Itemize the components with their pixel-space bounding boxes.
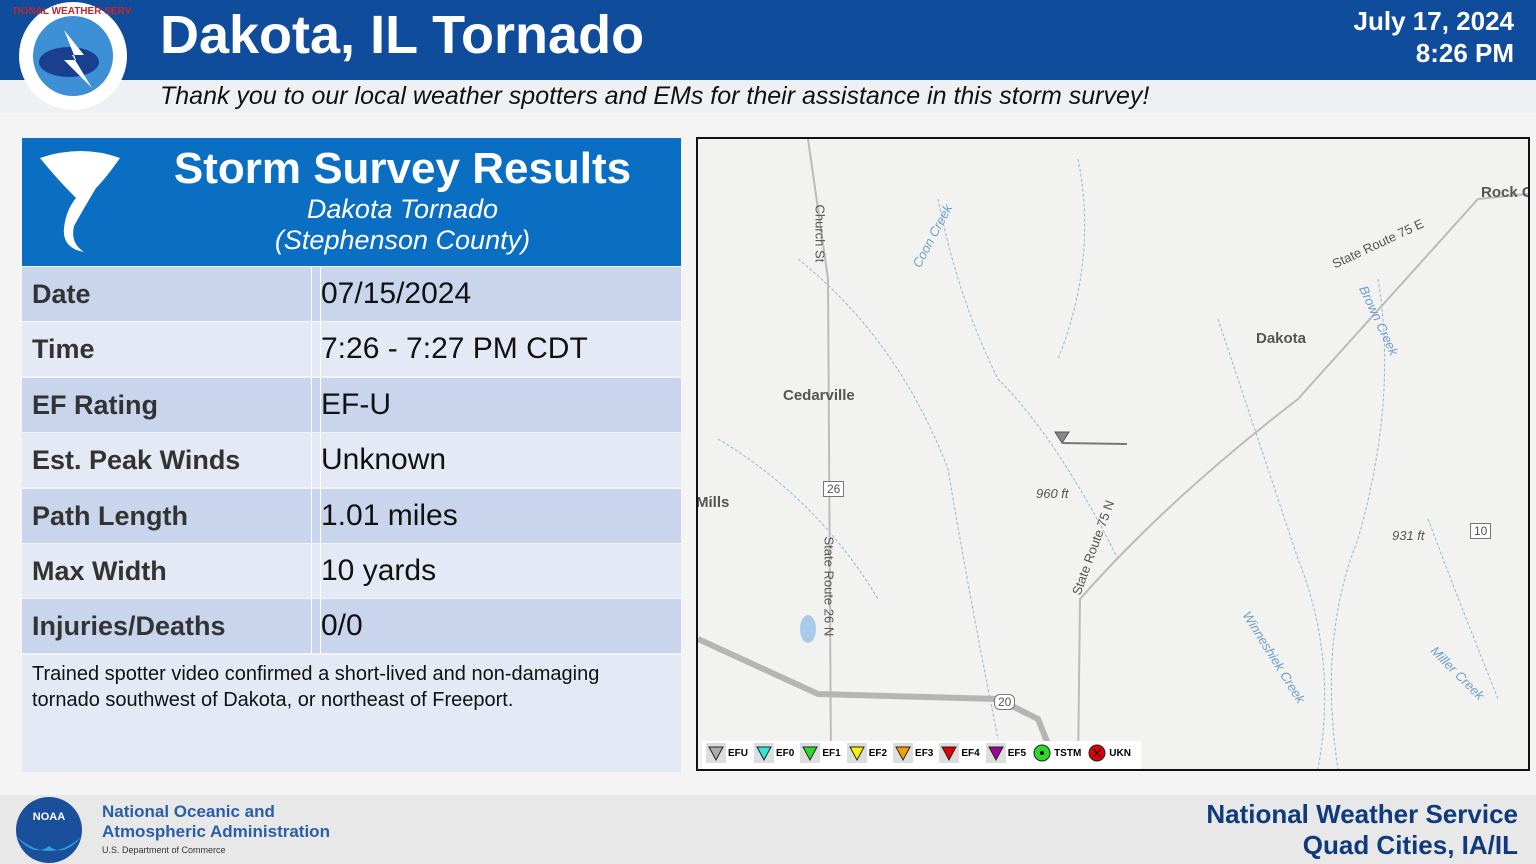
legend-label: EF2 (868, 747, 888, 759)
table-row: Path Length 1.01 miles (22, 488, 681, 543)
row-value: 10 yards (320, 544, 436, 598)
row-divider (311, 377, 312, 432)
row-value: 0/0 (320, 599, 363, 654)
map-label: State Route 26 N (821, 536, 837, 637)
subtitle-bar (0, 80, 1536, 113)
legend-label: EF5 (1007, 747, 1027, 759)
legend-label: EF1 (822, 747, 841, 759)
map-label: Rock C (1481, 184, 1530, 201)
row-divider (311, 433, 312, 488)
row-divider (311, 599, 312, 654)
description: Trained spotter video confirmed a short-… (32, 663, 600, 711)
legend-item: TSTM (1032, 743, 1081, 763)
agency: National Oceanic and Atmospheric Adminis… (102, 802, 330, 842)
legend-icon (846, 743, 867, 763)
row-value: 7:26 - 7:27 PM CDT (320, 322, 588, 377)
legend-item: EF2 (846, 743, 888, 763)
legend-icon (800, 743, 821, 763)
table-row: EF Rating EF-U (22, 377, 681, 432)
legend-label: EFU (728, 747, 748, 759)
legend-label: EF3 (915, 747, 934, 759)
table-row: Time 7:26 - 7:27 PM CDT (22, 322, 681, 377)
legend-item: EF3 (893, 743, 933, 763)
legend-item: EF1 (800, 743, 841, 763)
panel-titles: Storm Survey Results Dakota Tornado (Ste… (130, 144, 675, 256)
tornado-icon (40, 151, 120, 252)
footer (0, 795, 1536, 864)
legend-label: TSTM (1054, 747, 1082, 759)
legend-icon (706, 743, 726, 763)
row-divider (311, 488, 312, 543)
map-label: 26 (823, 481, 845, 497)
legend-item: EF0 (754, 743, 794, 763)
legend-icon (939, 743, 960, 763)
row-label: Est. Peak Winds (32, 445, 241, 476)
office-line: Quad Cities, IA/IL (1302, 830, 1518, 860)
row-label: Injuries/Deaths (32, 611, 226, 642)
legend-icon (893, 743, 914, 763)
row-value: Unknown (320, 433, 446, 488)
legend-icon (754, 743, 774, 763)
legend-item: EF5 (985, 743, 1027, 763)
map-label: 960 ft (1036, 486, 1069, 501)
table-row: Est. Peak Winds Unknown (22, 433, 681, 488)
row-label: EF Rating (32, 389, 158, 420)
legend-label: UKN (1109, 747, 1131, 759)
row-divider (311, 544, 312, 598)
table-row: Date 07/15/2024 (22, 267, 681, 321)
map-label: Cedarville (783, 387, 855, 404)
legend-item: UKN (1087, 743, 1131, 763)
row-divider (311, 267, 312, 321)
map-lines (698, 139, 1528, 769)
description-box: Trained spotter video confirmed a short-… (22, 655, 681, 772)
table-row: Max Width 10 yards (22, 544, 681, 598)
row-label: Date (32, 279, 91, 309)
panel-subtitle: Dakota Tornado (306, 194, 499, 224)
map-label: 10 (1470, 523, 1492, 539)
legend-icon (1033, 744, 1051, 762)
header-bar (0, 0, 1536, 80)
row-label: Path Length (32, 500, 188, 531)
map: Church St Coon Creek Cedarville Dakota R… (696, 137, 1530, 771)
panel-title: Storm Survey Results (173, 144, 632, 193)
row-divider (311, 322, 312, 377)
legend-item: EF4 (939, 743, 980, 763)
legend-icon (985, 743, 1006, 763)
legend-item: EFU (706, 743, 748, 763)
map-label: Dakota (1256, 330, 1307, 347)
row-value: 07/15/2024 (320, 267, 471, 321)
row-value: EF-U (320, 377, 391, 432)
map-label: Church St (812, 204, 828, 263)
office: National Weather Service Quad Cities, IA… (1206, 799, 1518, 861)
panel-header (22, 138, 681, 266)
date: July 17, 2024 (1353, 6, 1514, 36)
nws-logo: NATIONAL WEATHER SERVICE (14, 2, 132, 110)
legend-label: EF0 (776, 747, 795, 759)
map-label: 20 (994, 694, 1016, 710)
agency-line: National Oceanic and (102, 802, 275, 821)
logo-text: NOAA (33, 811, 65, 823)
legend-label: EF4 (961, 747, 980, 759)
department: U.S. Department of Commerce (102, 845, 226, 855)
map-label: Mills (696, 494, 730, 511)
row-label: Time (32, 334, 95, 365)
table-row: Injuries/Deaths 0/0 (22, 599, 681, 654)
agency-line: Atmospheric Administration (102, 822, 330, 841)
time: 8:26 PM (1415, 38, 1514, 68)
subtitle: Thank you to our local weather spotters … (160, 82, 1150, 110)
panel-county: (Stephenson County) (274, 225, 531, 255)
legend-icon (1088, 744, 1106, 762)
noaa-logo: NOAA (16, 797, 82, 863)
logo-text: NATIONAL WEATHER SERVICE (14, 6, 132, 17)
legend: EFU EF0 EF1 EF2 EF3 EF4 EF5 TSTM UKN (702, 741, 1141, 769)
row-label: Max Width (32, 556, 167, 586)
office-line: National Weather Service (1206, 799, 1518, 829)
map-label: 931 ft (1392, 528, 1425, 543)
title: Dakota, IL Tornado (160, 5, 645, 65)
row-value: 1.01 miles (320, 488, 458, 543)
